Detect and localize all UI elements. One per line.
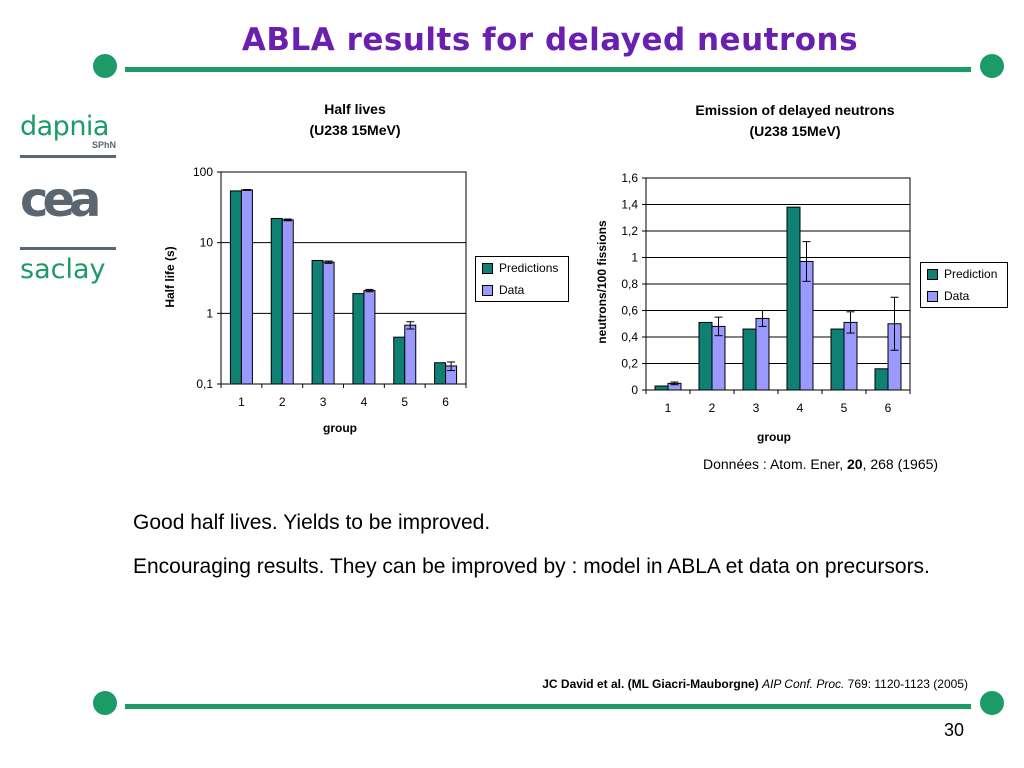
prediction-swatch: [927, 268, 938, 280]
chart1-bar-prediction: [311, 259, 324, 385]
decor-dot-top-right: [980, 54, 1004, 78]
chart1-plot-frame: [220, 171, 467, 385]
chart1-legend-item-predictions: Predictions: [476, 257, 568, 279]
data-swatch: [482, 284, 493, 296]
chart1-bar-prediction: [229, 190, 242, 385]
chart2-xtick-label: 5: [841, 401, 848, 415]
chart2-legend-label-prediction: Prediction: [944, 267, 998, 281]
chart1-xtick-label: 2: [279, 395, 286, 409]
chart2-bar-prediction: [654, 385, 669, 391]
chart2-ytick-label: 0,8: [621, 277, 638, 291]
chart2-ylabel: neutrons/100 fissions: [595, 220, 609, 344]
reference-authors: JC David et al. (ML Giacri-Mauborgne): [542, 677, 763, 691]
decor-dot-bottom-right: [980, 691, 1004, 715]
chart1-bar-data: [322, 261, 335, 385]
chart2-bar-prediction: [830, 328, 845, 391]
chart2-ytick-label: 0,2: [621, 357, 638, 371]
logo-divider-2: [20, 247, 116, 250]
chart1-xtick-label: 1: [238, 395, 245, 409]
reference-citation: JC David et al. (ML Giacri-Mauborgne) AI…: [542, 677, 968, 691]
chart1-subtitle: (U238 15MeV): [309, 122, 401, 138]
chart2-legend-label-data: Data: [944, 289, 970, 303]
chart2-xtick-label: 4: [797, 401, 804, 415]
decor-dot-bottom-left: [93, 691, 117, 715]
chart2-legend-item-prediction: Prediction: [921, 263, 1007, 285]
top-rule: [125, 67, 971, 72]
logo-divider-1: [20, 155, 116, 158]
chart1-bar-data: [363, 290, 376, 385]
chart2-xlabel: group: [757, 430, 791, 444]
chart2-subtitle: (U238 15MeV): [749, 123, 841, 139]
chart2-ytick-label: 0,4: [621, 330, 638, 344]
chart1-ylabel: Half life (s): [163, 246, 177, 308]
chart1-legend-item-data: Data: [476, 279, 568, 301]
source-volume: 20: [846, 456, 863, 472]
chart1-bar-data: [240, 189, 253, 385]
chart1-ytick-label: 100: [193, 165, 213, 179]
chart2-bar-prediction: [874, 368, 889, 391]
summary-line-2: Encouraging results. They can be improve…: [133, 555, 930, 578]
cea-logo: cea: [20, 175, 120, 225]
chart2-xtick-label: 1: [665, 401, 672, 415]
chart1-legend-label-data: Data: [499, 283, 525, 297]
chart1-ytick-label: 1: [206, 306, 213, 320]
cea-logo-text: cea: [20, 172, 101, 228]
dapnia-logo: dapnia SPhN: [20, 112, 120, 162]
chart2-bar-prediction: [698, 321, 713, 391]
chart2-ytick-label: 0: [631, 383, 638, 397]
saclay-logo: saclay: [20, 253, 120, 293]
summary-line-1: Good half lives. Yields to be improved.: [133, 511, 491, 534]
chart2-ytick-label: 1: [631, 251, 638, 265]
chart1-title: Half lives: [324, 101, 386, 117]
chart2-xtick-label: 6: [885, 401, 892, 415]
chart2-legend: Prediction Data: [920, 262, 1008, 308]
bottom-rule: [125, 704, 971, 709]
chart1-bar-prediction: [434, 362, 447, 385]
saclay-logo-text: saclay: [20, 254, 106, 285]
chart2-ytick-label: 1,6: [621, 171, 638, 185]
page-number: 30: [943, 720, 964, 740]
chart1-ytick-label: 0,1: [196, 377, 213, 391]
chart1-bar-prediction: [352, 293, 365, 385]
data-source-note: Données : Atom. Ener, 20, 268 (1965): [703, 456, 938, 472]
chart1-legend: Predictions Data: [475, 256, 569, 302]
dapnia-logo-subtext: SPhN: [92, 140, 117, 150]
chart1-bar-data: [404, 324, 417, 385]
chart1-legend-label-predictions: Predictions: [499, 261, 559, 275]
chart2-bar-prediction: [786, 206, 801, 391]
chart1-title-block: Half lives (U238 15MeV): [255, 99, 455, 141]
predictions-swatch: [482, 262, 493, 274]
chart2-title: Emission of delayed neutrons: [695, 102, 895, 118]
reference-journal: AIP Conf. Proc.: [762, 677, 845, 691]
chart2-ytick-label: 1,4: [621, 198, 638, 212]
chart1-bar-prediction: [270, 217, 283, 385]
chart1-xtick-label: 5: [401, 395, 408, 409]
chart1-bar-prediction: [393, 336, 406, 385]
chart2-ytick-label: 1,2: [621, 224, 638, 238]
chart1-xtick-label: 4: [361, 395, 368, 409]
chart2-title-block: Emission of delayed neutrons (U238 15MeV…: [660, 100, 930, 142]
chart2-xtick-label: 3: [753, 401, 760, 415]
chart1-ytick-label: 10: [200, 236, 214, 250]
chart2-legend-item-data: Data: [921, 285, 1007, 307]
reference-details: 769: 1120-1123 (2005): [844, 677, 968, 691]
dapnia-logo-text: dapnia: [20, 111, 109, 142]
source-prefix: Données : Atom. Ener,: [703, 456, 847, 472]
chart1-xtick-label: 6: [442, 395, 449, 409]
chart2-ytick-label: 0,6: [621, 304, 638, 318]
chart2-bar-prediction: [742, 328, 757, 391]
chart1-xtick-label: 3: [320, 395, 327, 409]
chart1-bar-data: [281, 219, 294, 385]
decor-dot-top-left: [93, 54, 117, 78]
slide-title: ABLA results for delayed neutrons: [241, 22, 859, 58]
source-suffix: , 268 (1965): [862, 456, 939, 472]
chart1-xlabel: group: [323, 421, 357, 435]
chart2-xtick-label: 2: [709, 401, 716, 415]
data-swatch: [927, 290, 938, 302]
chart2-bar-data: [755, 317, 770, 391]
